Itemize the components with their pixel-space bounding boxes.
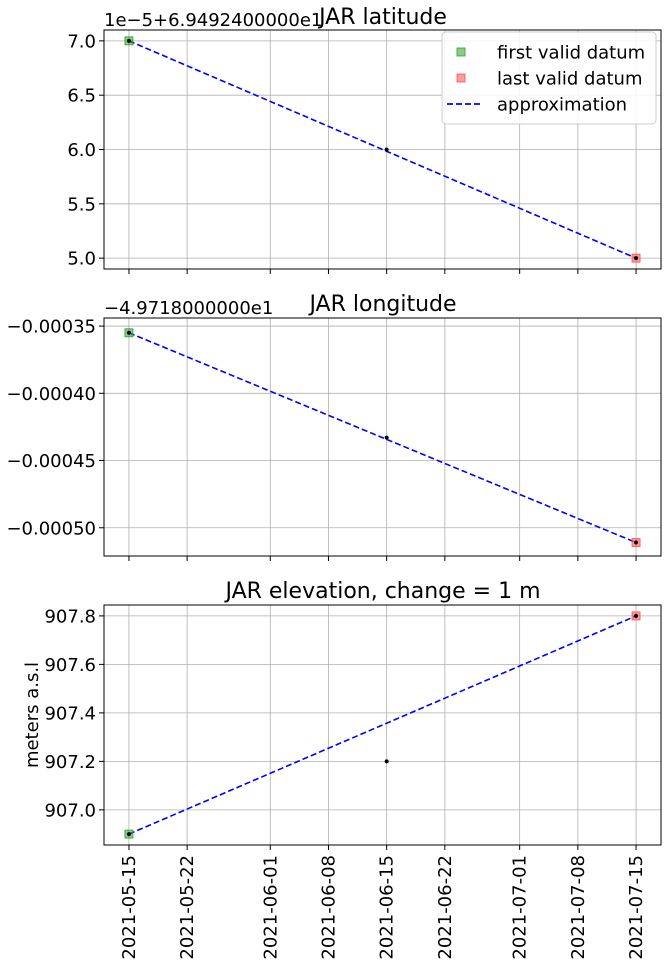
elevation-y-tick-label: 907.6 — [44, 655, 96, 676]
latitude-plot-frame — [103, 29, 662, 270]
longitude-y-tick-label: −0.00040 — [6, 384, 96, 405]
elevation-y-ticks: 907.0 907.2 907.4 907.6 907.8 — [44, 606, 104, 821]
latitude-approximation-line — [128, 40, 637, 259]
latitude-y-tick-label: 5.5 — [67, 194, 96, 215]
legend-box — [441, 31, 657, 125]
longitude-series — [124, 328, 641, 547]
longitude-offset-text: −4.9718000000e1 — [104, 298, 273, 319]
latitude-y-ticks: 5.0 5.5 6.0 6.5 7.0 — [67, 31, 104, 270]
elevation-approximation-line — [128, 615, 637, 835]
latitude-data-point — [634, 256, 639, 261]
x-tick-label: 2021-05-22 — [177, 855, 198, 960]
latitude-data-point — [126, 38, 131, 43]
longitude-data-point — [126, 330, 131, 335]
longitude-y-ticks: −0.00035 −0.00040 −0.00045 −0.00050 — [6, 317, 104, 539]
longitude-plot-frame — [103, 317, 662, 557]
elevation-data-point — [634, 613, 639, 618]
legend-last-marker — [456, 73, 466, 83]
latitude-y-tick-label: 6.0 — [67, 140, 96, 161]
longitude-data-point — [634, 540, 639, 545]
elevation-grid — [104, 605, 661, 845]
elevation-y-tick-label: 907.2 — [44, 752, 96, 773]
latitude-offset-text: 1e−5+6.9492400000e1 — [104, 10, 322, 31]
elevation-y-tick-label: 907.4 — [44, 703, 96, 724]
latitude-y-tick-label: 6.5 — [67, 86, 96, 107]
legend: first valid datum last valid datum appro… — [441, 31, 657, 125]
longitude-data-point — [384, 435, 389, 440]
longitude-x-ticks — [128, 556, 637, 561]
legend-last-label: last valid datum — [497, 69, 642, 90]
x-tick-label: 2021-07-08 — [568, 855, 589, 960]
latitude-series — [124, 36, 641, 263]
longitude-y-tick-label: −0.00050 — [6, 518, 96, 539]
elevation-plot-frame — [103, 604, 662, 846]
elevation-y-tick-label: 907.8 — [44, 606, 96, 627]
x-tick-label: 2021-06-01 — [260, 855, 281, 960]
elevation-y-axis-label: meters a.s.l — [22, 662, 43, 768]
x-tick-label: 2021-06-22 — [435, 855, 456, 960]
latitude-y-tick-label: 7.0 — [67, 31, 96, 52]
latitude-panel: JAR latitude 1e−5+6.9492400000e1 5.0 5.5 6… — [67, 5, 662, 274]
elevation-title: JAR elevation, change = 1 m — [223, 579, 540, 604]
longitude-panel: JAR longitude −4.9718000000e1 −0.00035−0… — [6, 292, 662, 561]
x-tick-label: 2021-06-08 — [318, 855, 339, 960]
elevation-data-point — [126, 832, 131, 837]
elevation-data-point — [384, 759, 389, 764]
x-tick-label: 2021-07-15 — [626, 855, 647, 960]
latitude-y-tick-label: 5.0 — [67, 249, 96, 270]
elevation-series — [124, 611, 641, 839]
elevation-panel: JAR elevation, change = 1 m meters a.s.l… — [22, 579, 662, 960]
x-tick-label: 2021-06-15 — [377, 855, 398, 960]
latitude-x-ticks — [128, 269, 637, 274]
longitude-approximation-line — [128, 332, 637, 544]
longitude-y-tick-label: −0.00035 — [6, 317, 96, 338]
latitude-data-point — [384, 147, 389, 152]
x-tick-label: 2021-07-01 — [510, 855, 531, 960]
x-tick-label: 2021-05-15 — [119, 855, 140, 960]
longitude-grid — [104, 318, 661, 556]
elevation-y-tick-label: 907.0 — [44, 800, 96, 821]
longitude-y-tick-label: −0.00045 — [6, 451, 96, 472]
legend-approx-label: approximation — [497, 95, 627, 116]
legend-first-marker — [456, 47, 466, 57]
elevation-x-ticks: 2021-05-15 2021-05-22 2021-06-01 2021-06-08… — [119, 845, 647, 960]
latitude-title: JAR latitude — [317, 5, 447, 30]
longitude-title: JAR longitude — [307, 292, 456, 317]
legend-first-label: first valid datum — [497, 43, 645, 64]
